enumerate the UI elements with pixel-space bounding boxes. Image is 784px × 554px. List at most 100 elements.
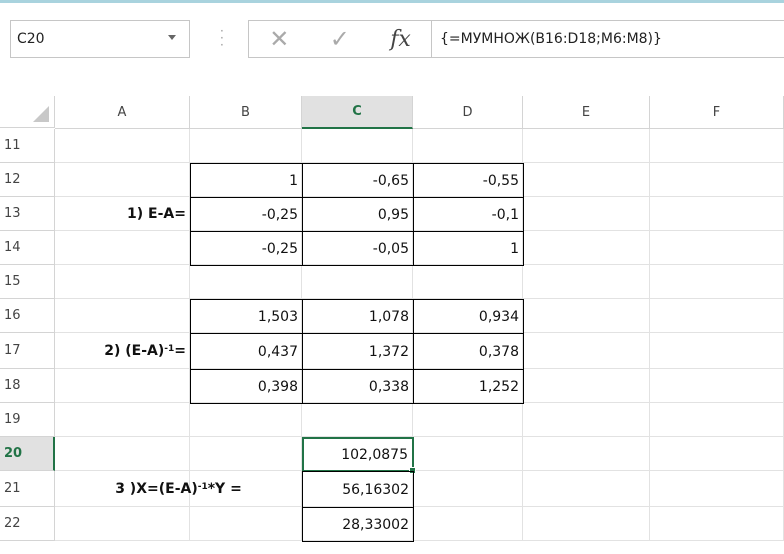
cell — [302, 129, 413, 163]
enter-button[interactable]: ✓ — [329, 25, 350, 53]
name-box[interactable]: C20 — [10, 20, 190, 58]
column-header: E — [523, 96, 650, 129]
matrix-cell: 0,378 — [413, 333, 524, 370]
cell — [190, 437, 302, 471]
cell — [413, 437, 523, 471]
cell — [302, 299, 413, 333]
matrix-cell: -0,55 — [413, 163, 524, 198]
select-all-triangle — [33, 106, 49, 122]
name-box-dropdown[interactable] — [168, 35, 176, 40]
cell — [523, 333, 650, 369]
cell — [190, 129, 302, 163]
row-header: 12 — [0, 163, 55, 197]
cell — [55, 333, 190, 369]
select-all[interactable] — [0, 96, 55, 128]
separator-dots: · · · — [220, 24, 224, 52]
cell — [650, 471, 784, 507]
cell — [55, 265, 190, 299]
cell — [55, 163, 190, 197]
cell — [413, 369, 523, 403]
cell — [523, 163, 650, 197]
cell — [523, 403, 650, 437]
row-header: 21 — [0, 471, 55, 507]
result-cell[interactable]: 102,0875 — [302, 437, 416, 474]
row-header: 18 — [0, 369, 55, 403]
cell — [190, 403, 302, 437]
matrix-cell: 1,252 — [413, 369, 524, 404]
cell — [413, 507, 523, 541]
matrix-cell: -0,65 — [302, 163, 414, 198]
matrix-cell: 0,398 — [190, 369, 303, 404]
cell — [413, 129, 523, 163]
cell — [523, 129, 650, 163]
cell — [650, 299, 784, 333]
matrix-cell: 1,503 — [190, 299, 303, 334]
cell — [302, 265, 413, 299]
cell — [650, 197, 784, 231]
cell — [302, 333, 413, 369]
cancel-button[interactable]: ✕ — [269, 25, 290, 53]
cell — [302, 197, 413, 231]
cell — [413, 333, 523, 369]
matrix-cell: -0,25 — [190, 231, 303, 266]
formula-buttons: ✕ ✓ fx — [248, 20, 432, 58]
formula-bar[interactable]: {=МУМНОЖ(B16:D18;M6:M8)} — [431, 20, 784, 58]
cell — [650, 333, 784, 369]
cell — [190, 299, 302, 333]
cell — [413, 471, 523, 507]
superscript: -1 — [164, 344, 175, 354]
cell — [413, 265, 523, 299]
column-header: F — [650, 96, 784, 129]
cell — [650, 369, 784, 403]
cell — [413, 231, 523, 265]
cell — [523, 507, 650, 541]
column-header: D — [413, 96, 523, 129]
cell — [55, 197, 190, 231]
row-header: 15 — [0, 265, 55, 299]
result-cell: 28,33002 — [302, 507, 414, 542]
row-header: 22 — [0, 507, 55, 541]
cell — [523, 231, 650, 265]
cell — [55, 507, 190, 541]
cell — [302, 507, 413, 541]
cell — [190, 197, 302, 231]
matrix-cell: 0,437 — [190, 333, 303, 370]
inverse-label: 2) (E-A) -1 = — [55, 333, 190, 369]
row-header: 16 — [0, 299, 55, 333]
cell — [650, 507, 784, 541]
cell — [650, 265, 784, 299]
row-header: 17 — [0, 333, 55, 369]
cell — [650, 437, 784, 471]
row-header: 20 — [0, 437, 55, 471]
cell — [190, 265, 302, 299]
column-header: B — [190, 96, 302, 129]
result-cell: 56,16302 — [302, 471, 414, 508]
matrix-cell: -0,25 — [190, 197, 303, 232]
cell — [302, 403, 413, 437]
label-text: *Y = — [207, 481, 242, 497]
cell — [650, 403, 784, 437]
cell — [190, 333, 302, 369]
row-header: 13 — [0, 197, 55, 231]
cell — [523, 437, 650, 471]
cell — [650, 163, 784, 197]
cell — [650, 231, 784, 265]
result-label: 3 )X=(E-A) -1 *Y = — [55, 471, 302, 507]
cell — [55, 403, 190, 437]
matrix-cell: 1,372 — [302, 333, 414, 370]
function-button[interactable]: fx — [390, 26, 411, 52]
cell — [523, 265, 650, 299]
row-header: 11 — [0, 129, 55, 163]
matrix-cell: 1 — [413, 231, 524, 266]
matrix-cell: 0,338 — [302, 369, 414, 404]
column-header: C — [302, 96, 413, 129]
cell — [55, 231, 190, 265]
matrix-cell: -0,1 — [413, 197, 524, 232]
cell — [190, 231, 302, 265]
cell — [523, 471, 650, 507]
matrix-cell: -0,05 — [302, 231, 414, 266]
column-header: A — [55, 96, 190, 129]
row-header: 14 — [0, 231, 55, 265]
cell — [190, 369, 302, 403]
